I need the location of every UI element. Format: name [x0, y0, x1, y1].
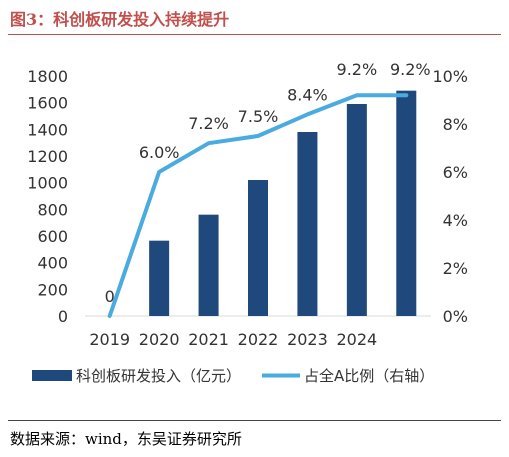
y-left-tick-label: 400	[37, 254, 68, 273]
source-rule	[8, 420, 501, 421]
y-right-tick-label: 2%	[443, 259, 468, 278]
line-data-label: 9.2%	[390, 60, 431, 79]
title-rule	[8, 34, 501, 35]
x-tick-label: 2022	[238, 330, 279, 349]
bar	[248, 180, 268, 316]
x-tick-label: 2020	[139, 330, 180, 349]
y-right-tick-label: 10%	[432, 67, 468, 86]
line-data-label: 7.2%	[188, 114, 229, 133]
y-left-tick-label: 1400	[27, 120, 68, 139]
y-left-tick-label: 1600	[27, 94, 68, 113]
legend-line-label: 占全A比例（右轴）	[304, 367, 434, 385]
bar	[346, 104, 367, 316]
line-data-label: 0	[105, 287, 115, 306]
y-left-tick-label: 200	[37, 280, 68, 299]
y-right-tick-label: 4%	[443, 211, 468, 230]
legend-bar-label: 科创板研发投入（亿元）	[76, 367, 241, 385]
y-left-tick-label: 600	[37, 227, 68, 246]
y-right-tick-label: 0%	[443, 307, 468, 326]
y-left-tick-label: 800	[37, 200, 68, 219]
y-left-tick-label: 1200	[27, 147, 68, 166]
line-data-labels: 0 6.0% 7.2% 7.5% 8.4% 9.2% 9.2%	[105, 60, 431, 306]
y-right-tick-label: 6%	[443, 163, 468, 182]
x-tick-label: 2023	[287, 330, 328, 349]
y-left-tick-label: 1000	[27, 174, 68, 193]
bar	[297, 132, 318, 316]
x-tick-label: 2021	[188, 330, 229, 349]
legend: 科创板研发投入（亿元） 占全A比例（右轴）	[32, 367, 434, 385]
y-axis-right: 0% 2% 4% 6% 8% 10%	[432, 67, 468, 326]
bar	[396, 90, 417, 317]
y-axis-left: 0 200 400 600 800 1000 1200 1400 1600 1800	[27, 67, 68, 326]
line-data-label: 7.5%	[238, 107, 279, 126]
y-left-tick-label: 1800	[27, 67, 68, 86]
line-series	[107, 93, 409, 318]
line-path	[107, 93, 409, 318]
source-note: 数据来源：wind，东吴证券研究所	[10, 430, 242, 448]
bar	[198, 214, 219, 316]
bar	[149, 240, 170, 316]
x-tick-label: 2019	[89, 330, 130, 349]
x-tick-label: 2024	[336, 330, 377, 349]
chart: 0 200 400 600 800 1000 1200 1400 1600 1800 0% 2% 4%…	[27, 60, 468, 385]
figure-title: 图3：科创板研发投入持续提升	[10, 10, 230, 29]
y-left-tick-label: 0	[58, 307, 68, 326]
line-data-label: 8.4%	[287, 85, 328, 104]
line-data-label: 6.0%	[139, 143, 180, 162]
y-right-tick-label: 8%	[443, 115, 468, 134]
line-data-label: 9.2%	[337, 60, 378, 79]
x-axis: 2019 2020 2021 2022 2023 2024	[85, 315, 431, 349]
legend-bar-swatch	[32, 370, 72, 381]
bar-series	[149, 90, 417, 317]
